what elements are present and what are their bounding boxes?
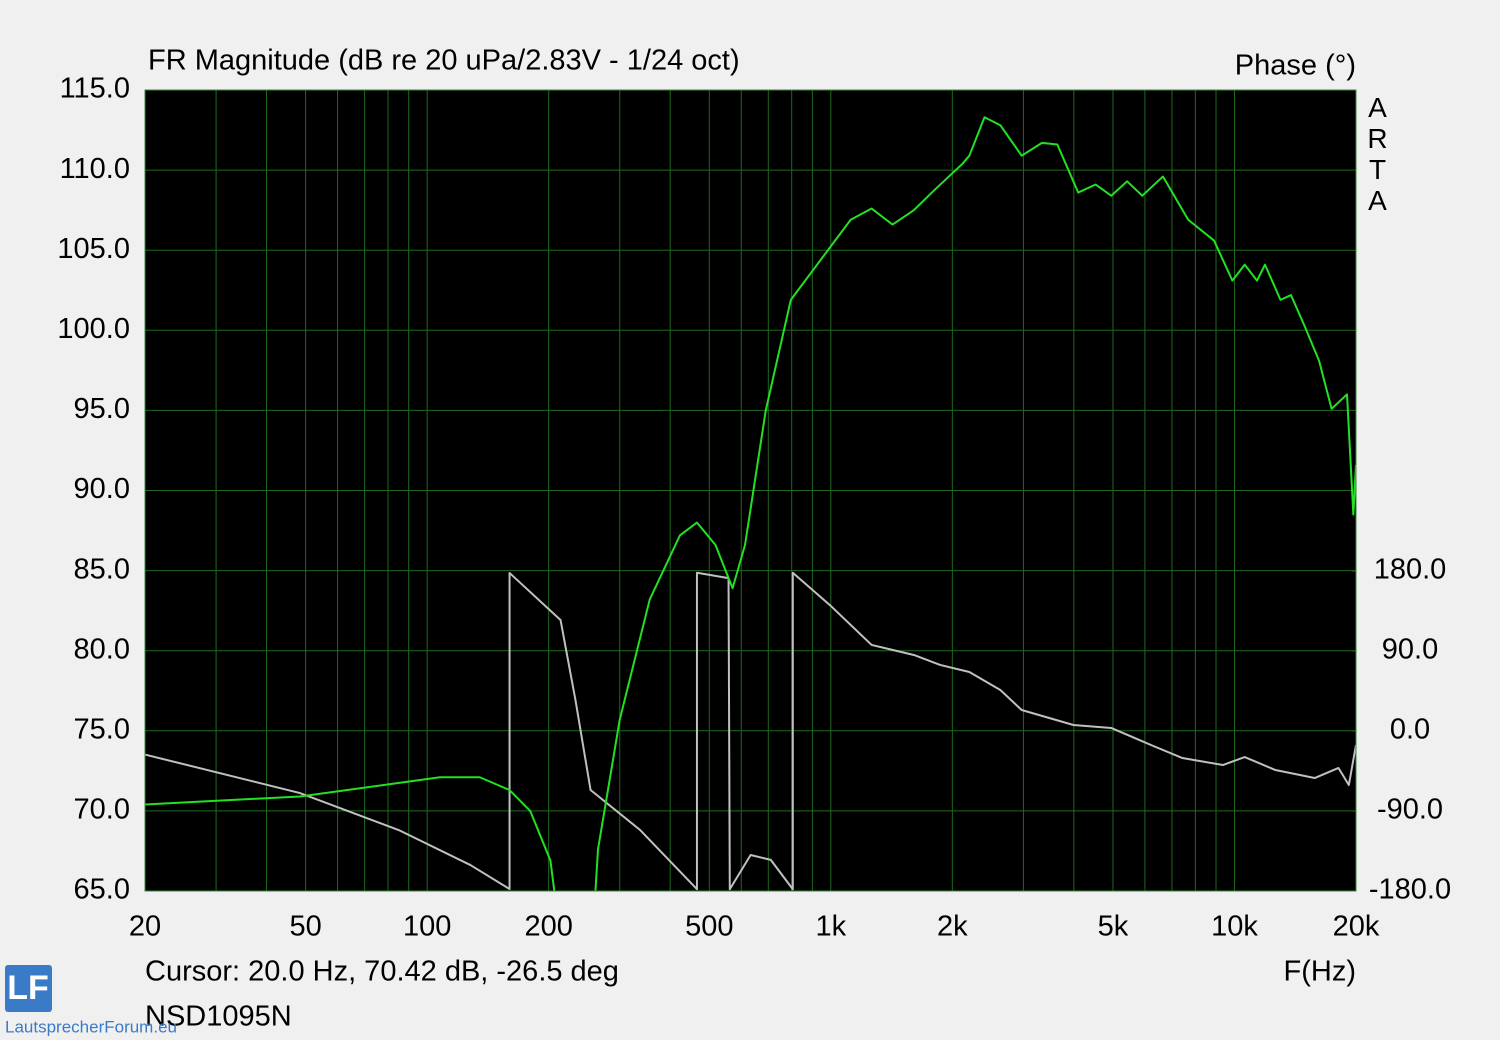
watermark: LautsprecherForum.eu bbox=[5, 1017, 177, 1036]
plot-border bbox=[144, 89, 1357, 892]
cursor-readout: Cursor: 20.0 Hz, 70.42 dB, -26.5 deg bbox=[145, 956, 619, 988]
x-tick-label: 10k bbox=[1211, 911, 1258, 943]
x-tick-label: 5k bbox=[1098, 911, 1129, 943]
y-tick-label: 80.0 bbox=[74, 633, 130, 665]
y-tick-label: 75.0 bbox=[74, 713, 130, 745]
y2-title: Phase (°) bbox=[1235, 50, 1356, 82]
y-tick-label: 85.0 bbox=[74, 553, 130, 585]
x-tick-label: 500 bbox=[685, 911, 733, 943]
series-line bbox=[145, 116, 1356, 891]
y2-tick-label: -90.0 bbox=[1377, 794, 1443, 826]
y-tick-label: 95.0 bbox=[74, 393, 130, 425]
x-tick-label: 200 bbox=[524, 911, 572, 943]
y2-tick-label: 90.0 bbox=[1382, 634, 1438, 666]
x-tick-label: 20k bbox=[1333, 911, 1380, 943]
y-tick-label: 65.0 bbox=[74, 874, 130, 906]
y2-tick-label: 0.0 bbox=[1390, 714, 1430, 746]
series-line bbox=[145, 571, 1356, 891]
y-tick-label: 90.0 bbox=[74, 473, 130, 505]
chart-title: FR Magnitude (dB re 20 uPa/2.83V - 1/24 … bbox=[148, 45, 740, 77]
y-tick-label: 110.0 bbox=[60, 153, 130, 185]
logo: LF bbox=[7, 969, 49, 1007]
x-tick-label: 100 bbox=[403, 911, 451, 943]
y2-tick-label: 180.0 bbox=[1374, 554, 1447, 586]
side-label: ARTA bbox=[1362, 92, 1393, 216]
x-tick-label: 2k bbox=[937, 911, 968, 943]
x-label: F(Hz) bbox=[1284, 956, 1356, 988]
x-tick-label: 50 bbox=[290, 911, 322, 943]
x-tick-label: 1k bbox=[815, 911, 846, 943]
x-tick-label: 20 bbox=[129, 911, 161, 943]
device-name: NSD1095N bbox=[145, 1001, 292, 1033]
y-tick-label: 70.0 bbox=[74, 794, 130, 826]
y-tick-label: 100.0 bbox=[57, 313, 130, 345]
y-tick-label: 105.0 bbox=[57, 233, 130, 265]
y2-tick-label: -180.0 bbox=[1369, 874, 1451, 906]
y-tick-label: 115.0 bbox=[60, 73, 130, 105]
logo-box bbox=[5, 965, 52, 1012]
